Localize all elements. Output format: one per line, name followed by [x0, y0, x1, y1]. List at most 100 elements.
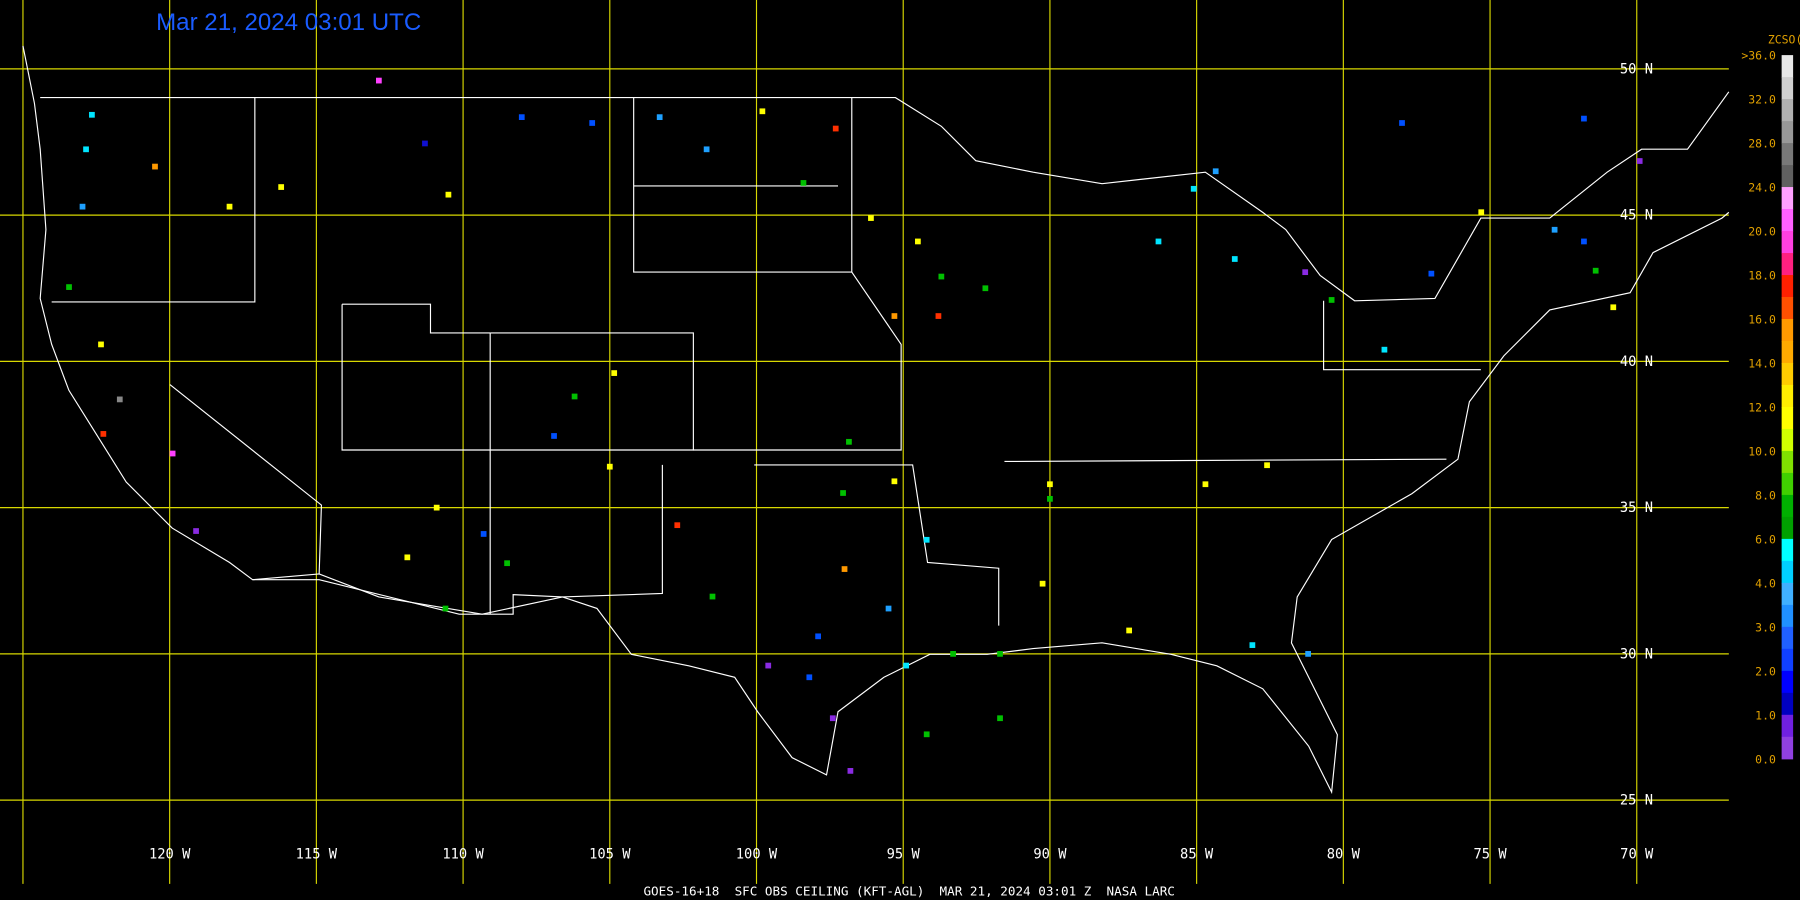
legend-label: 18.0 — [1748, 269, 1776, 283]
station-obs — [442, 605, 449, 612]
legend-band — [1781, 231, 1794, 254]
station-obs — [422, 140, 428, 147]
longitude-label: 120 W — [149, 847, 191, 863]
legend-band — [1781, 340, 1794, 364]
station-obs — [79, 203, 86, 210]
legend: ZCSO(Kft) >36.0 32.0 28.0 24.0 20.0 18.0 16.0 1… — [1741, 33, 1800, 767]
legend-band — [1781, 121, 1794, 144]
station-obs — [1231, 256, 1238, 262]
legend-label: 6.0 — [1755, 532, 1776, 546]
station-obs — [1428, 270, 1435, 277]
station-obs — [832, 125, 839, 132]
legend-label: 0.0 — [1755, 752, 1776, 766]
station-obs — [674, 522, 681, 529]
station-obs — [709, 593, 716, 600]
station-obs — [841, 566, 848, 572]
state-line — [1004, 458, 1447, 463]
legend-band — [1781, 165, 1794, 188]
state-line — [342, 303, 491, 334]
station-obs — [923, 731, 930, 738]
station-obs — [1610, 304, 1617, 311]
station-obs — [116, 396, 123, 403]
longitude-label: 85 W — [1180, 847, 1214, 863]
legend-band — [1781, 692, 1794, 716]
legend-band — [1781, 428, 1794, 452]
legend-band — [1781, 253, 1794, 276]
station-obs — [1581, 238, 1587, 245]
station-obs — [100, 431, 107, 437]
state-line — [693, 271, 902, 451]
stations — [66, 77, 1643, 774]
station-obs — [847, 768, 854, 774]
legend-label: 12.0 — [1748, 401, 1776, 415]
station-obs — [226, 203, 233, 210]
station-obs — [656, 114, 663, 121]
coastline — [22, 45, 1730, 795]
legend-band — [1781, 714, 1794, 738]
station-obs — [611, 370, 618, 376]
southern-border — [252, 579, 563, 615]
legend-band — [1781, 77, 1794, 100]
station-obs — [950, 651, 956, 657]
station-obs — [891, 313, 898, 319]
station-obs — [480, 531, 487, 537]
station-obs — [1328, 297, 1335, 303]
station-obs — [1264, 462, 1270, 469]
longitude-label: 75 W — [1473, 847, 1507, 863]
legend-label: 10.0 — [1748, 445, 1776, 459]
legend-band — [1781, 55, 1794, 78]
station-obs — [815, 633, 821, 640]
station-obs — [551, 433, 557, 439]
station-obs — [571, 393, 578, 400]
station-obs — [1305, 651, 1312, 657]
station-obs — [938, 273, 945, 280]
station-obs — [806, 674, 813, 681]
longitude-label: 115 W — [296, 847, 338, 863]
state-line — [51, 97, 256, 303]
station-obs — [997, 715, 1003, 722]
footer: GOES-16+18 SFC OBS CEILING (KFT-AGL) MAR… — [643, 883, 1174, 898]
station-obs — [1155, 238, 1162, 245]
station-obs — [1399, 120, 1405, 126]
legend-band — [1781, 406, 1794, 430]
station-obs — [1551, 226, 1558, 233]
legend-band — [1781, 516, 1794, 540]
station-obs — [1592, 267, 1599, 274]
state-line — [562, 464, 663, 598]
station-obs — [923, 536, 930, 543]
station-obs — [1202, 481, 1209, 488]
northern-border — [40, 91, 1730, 302]
legend-band — [1781, 626, 1794, 650]
station-obs — [83, 146, 89, 153]
station-obs — [589, 120, 596, 126]
station-obs — [193, 528, 199, 534]
station-obs — [1636, 158, 1643, 164]
legend-band — [1781, 187, 1794, 210]
station-obs — [445, 191, 452, 198]
legend-band — [1781, 538, 1794, 562]
legend-band — [1781, 560, 1794, 584]
station-obs — [518, 114, 525, 121]
station-obs — [885, 605, 892, 612]
station-obs — [89, 111, 95, 118]
legend-label: 20.0 — [1748, 225, 1776, 239]
station-obs — [915, 238, 921, 245]
station-obs — [982, 285, 989, 292]
longitude-label: 70 W — [1620, 847, 1654, 863]
station-obs — [606, 463, 613, 470]
longitude-label: 105 W — [589, 847, 631, 863]
state-line — [341, 304, 491, 615]
station-obs — [1581, 115, 1587, 122]
station-obs — [800, 180, 807, 186]
station-obs — [759, 108, 766, 115]
state-line — [1323, 300, 1481, 371]
legend-label: 2.0 — [1755, 664, 1776, 678]
station-obs — [765, 662, 772, 669]
legend-band — [1781, 318, 1794, 342]
legend-title: ZCSO(Kft) — [1768, 33, 1800, 47]
legend-band — [1781, 494, 1794, 518]
timestamp: Mar 21, 2024 03:01 UTC — [156, 9, 421, 36]
legend-band — [1781, 736, 1794, 760]
